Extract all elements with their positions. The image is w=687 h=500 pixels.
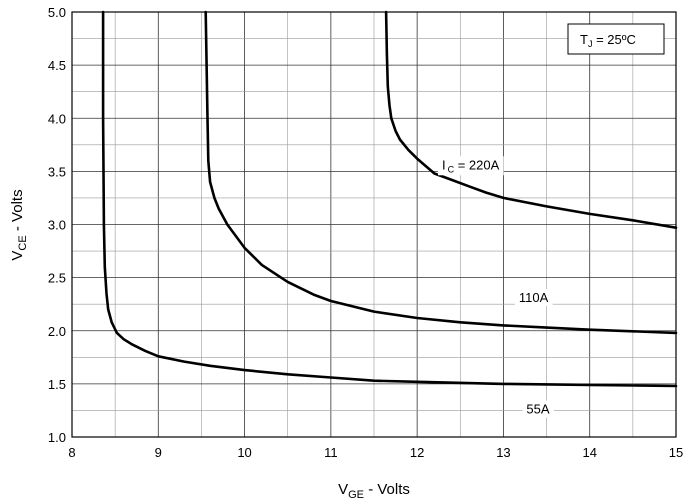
x-tick-label: 11 <box>324 445 338 460</box>
grid <box>72 12 676 437</box>
x-tick-label: 9 <box>155 445 162 460</box>
x-axis-title-main: V <box>338 481 348 498</box>
annotation-a55: 55A <box>526 402 549 417</box>
y-tick-label: 5.0 <box>48 5 66 20</box>
series-line-0 <box>101 10 678 388</box>
curves <box>101 10 678 388</box>
legend: TJ = 25ºC <box>567 23 665 55</box>
y-axis-title-sub: CE <box>17 235 29 250</box>
x-tick-label: 8 <box>68 445 75 460</box>
x-tick-label: 12 <box>410 445 424 460</box>
x-tick-label: 15 <box>669 445 683 460</box>
x-tick-label: 10 <box>237 445 251 460</box>
y-axis-title-rest: - Volts <box>9 189 26 235</box>
x-axis-title-rest: - Volts <box>364 481 410 498</box>
y-tick-label: 4.5 <box>48 58 66 73</box>
y-axis-title-main: V <box>9 251 26 261</box>
y-tick-label: 2.5 <box>48 271 66 286</box>
y-axis-title: VCE - Volts <box>9 189 29 260</box>
legend-text: TJ = 25ºC <box>580 32 636 49</box>
x-axis-title: VGE - Volts <box>338 481 410 500</box>
annotation-backing <box>437 156 504 176</box>
legend-rest: = 25ºC <box>592 32 635 47</box>
x-tick-label: 14 <box>582 445 596 460</box>
series-line-2 <box>384 10 678 229</box>
annotation-a110: 110A <box>519 290 549 305</box>
x-tick-label: 13 <box>496 445 510 460</box>
annotation-backing <box>514 289 553 307</box>
annotation-backing <box>522 400 554 418</box>
y-tick-label: 3.5 <box>48 164 66 179</box>
x-tick-labels: 8 9 10 11 12 13 14 15 <box>68 445 683 460</box>
plot-frame <box>71 11 677 438</box>
y-tick-label: 1.5 <box>48 377 66 392</box>
annotation-rest: = 220A <box>454 157 500 172</box>
annotation-main: I <box>442 157 446 172</box>
x-axis-title-sub: GE <box>348 489 364 500</box>
y-tick-label: 3.0 <box>48 218 66 233</box>
y-tick-labels: 1.0 1.5 2.0 2.5 3.0 3.5 4.0 4.5 5.0 <box>48 5 66 445</box>
legend-main: T <box>580 32 588 47</box>
y-tick-label: 1.0 <box>48 430 66 445</box>
series-line-1 <box>204 10 678 335</box>
annotation-sub: C <box>448 164 455 174</box>
y-tick-label: 2.0 <box>48 324 66 339</box>
legend-sub: J <box>588 39 593 49</box>
y-tick-label: 4.0 <box>48 111 66 126</box>
legend-box <box>567 23 665 55</box>
